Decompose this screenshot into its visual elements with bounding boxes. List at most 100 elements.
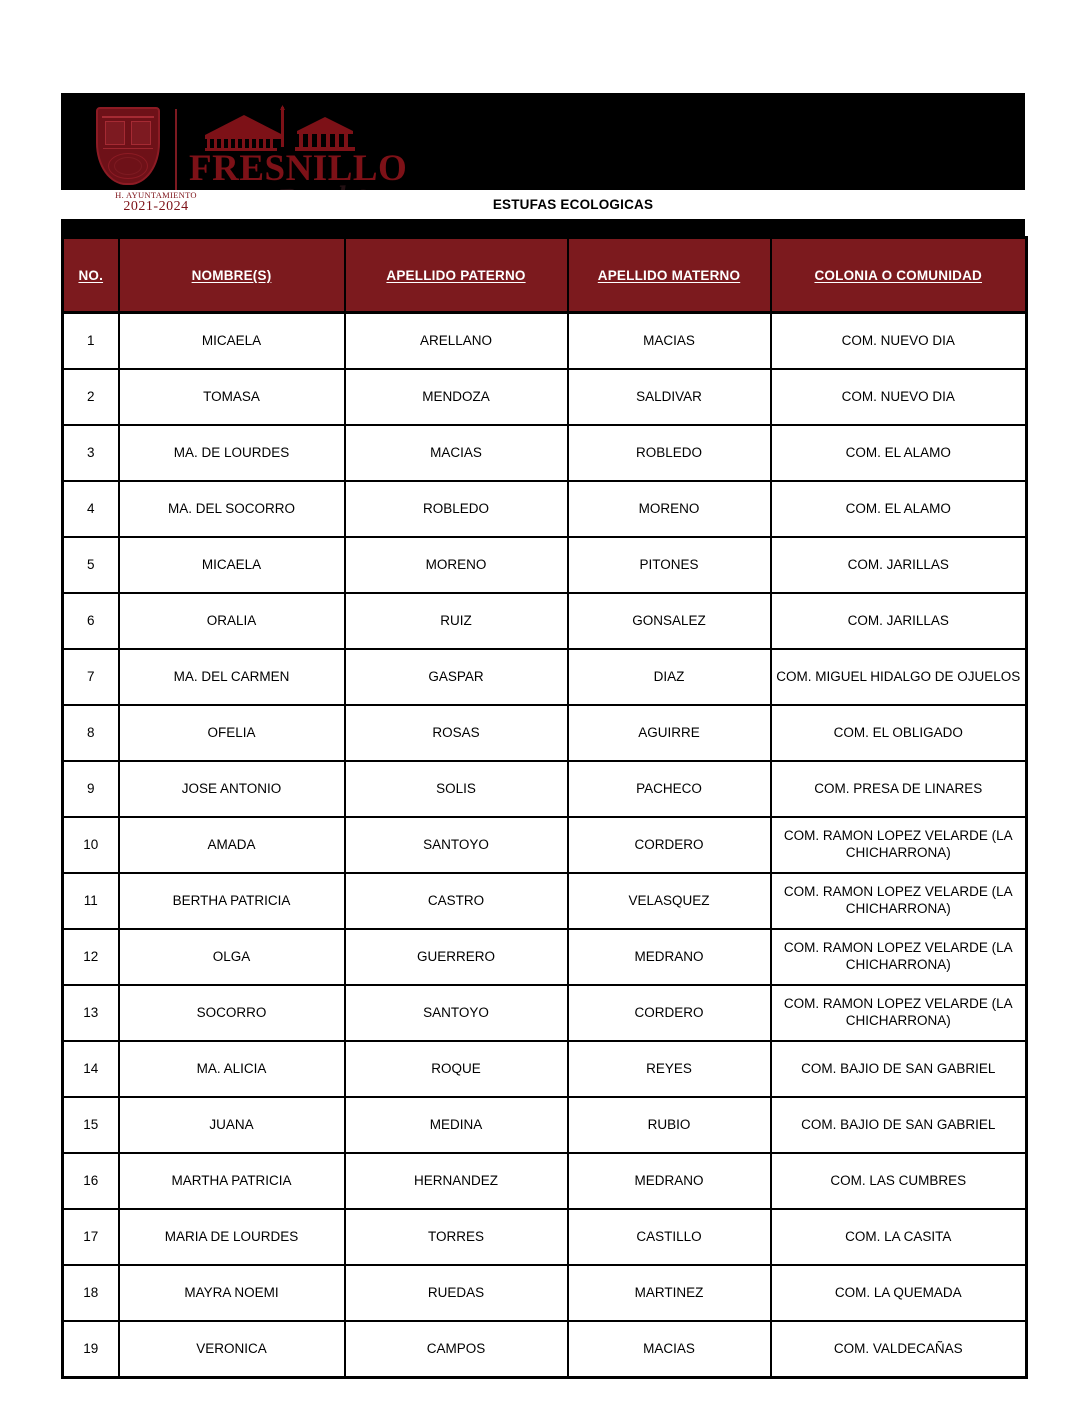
table-row: 5 MICAELA MORENO PITONES COM. JARILLAS [61, 536, 1028, 594]
table-row: 8 OFELIA ROSAS AGUIRRE COM. EL OBLIGADO [61, 704, 1028, 762]
table-row: 14 MA. ALICIA ROQUE REYES COM. BAJIO DE SAN … [61, 1040, 1028, 1098]
cell-colonia: COM. LAS CUMBRES [769, 1152, 1028, 1210]
cell-materno: CASTILLO [566, 1208, 772, 1266]
cell-no: 1 [61, 311, 120, 370]
table-row: 17 MARIA DE LOURDES TORRES CASTILLO COM. LA … [61, 1208, 1028, 1266]
table-row: 4 MA. DEL SOCORRO ROBLEDO MORENO COM. EL ALA… [61, 480, 1028, 538]
cell-colonia: COM. RAMON LOPEZ VELARDE (LA CHICHARRONA… [769, 928, 1028, 986]
cell-colonia: COM. LA CASITA [769, 1208, 1028, 1266]
shield-motto-line [103, 148, 153, 149]
cell-no: 7 [61, 648, 120, 706]
cell-nombres: OLGA [117, 928, 346, 986]
table-row: 1 MICAELA ARELLANO MACIAS COM. NUEVO DIA [61, 311, 1028, 370]
cell-no: 3 [61, 424, 120, 482]
cell-paterno: MACIAS [343, 424, 569, 482]
brand-wordmark: FRESNILLO Tiene Rumbo [189, 105, 407, 216]
cell-no: 6 [61, 592, 120, 650]
cell-materno: CORDERO [566, 816, 772, 874]
shield-coat-of-arms-icon [96, 107, 160, 185]
cell-materno: MACIAS [566, 311, 772, 370]
table-row: 12 OLGA GUERRERO MEDRANO COM. RAMON LOPEZ VE… [61, 928, 1028, 986]
cell-nombres: MA. DE LOURDES [117, 424, 346, 482]
table-row: 18 MAYRA NOEMI RUEDAS MARTINEZ COM. LA QUEMA… [61, 1264, 1028, 1322]
cell-nombres: TOMASA [117, 368, 346, 426]
cell-no: 5 [61, 536, 120, 594]
cell-colonia: COM. EL ALAMO [769, 424, 1028, 482]
cell-paterno: SANTOYO [343, 984, 569, 1042]
table-row: 13 SOCORRO SANTOYO CORDERO COM. RAMON LOPEZ … [61, 984, 1028, 1042]
administration-line-2: 2021-2024 [123, 198, 189, 214]
cell-no: 18 [61, 1264, 120, 1322]
table-row: 3 MA. DE LOURDES MACIAS ROBLEDO COM. EL ALAM… [61, 424, 1028, 482]
cell-nombres: MICAELA [117, 536, 346, 594]
column-header-no: NO. [61, 236, 120, 314]
cell-colonia: COM. JARILLAS [769, 536, 1028, 594]
column-header-apellido-paterno: APELLIDO PATERNO [343, 236, 569, 314]
cell-paterno: MORENO [343, 536, 569, 594]
cell-materno: MACIAS [566, 1320, 772, 1379]
cell-nombres: MARIA DE LOURDES [117, 1208, 346, 1266]
cell-no: 10 [61, 816, 120, 874]
cell-colonia: COM. PRESA DE LINARES [769, 760, 1028, 818]
cell-paterno: MEDINA [343, 1096, 569, 1154]
column-header-nombres: NOMBRE(S) [117, 236, 346, 314]
logo-zone: FRESNILLO Tiene Rumbo [61, 93, 407, 218]
table-row: 7 MA. DEL CARMEN GASPAR DIAZ COM. MIGUEL HID… [61, 648, 1028, 706]
cell-no: 11 [61, 872, 120, 930]
cell-no: 13 [61, 984, 120, 1042]
table-body: 1 MICAELA ARELLANO MACIAS COM. NUEVO DIA 2 TOM… [61, 311, 1028, 1379]
cell-no: 8 [61, 704, 120, 762]
cell-no: 15 [61, 1096, 120, 1154]
cell-materno: ROBLEDO [566, 424, 772, 482]
table-row: 2 TOMASA MENDOZA SALDIVAR COM. NUEVO DIA [61, 368, 1028, 426]
table-row: 11 BERTHA PATRICIA CASTRO VELASQUEZ COM. RAM… [61, 872, 1028, 930]
cell-paterno: RUEDAS [343, 1264, 569, 1322]
cell-nombres: MAYRA NOEMI [117, 1264, 346, 1322]
cell-no: 4 [61, 480, 120, 538]
cell-materno: REYES [566, 1040, 772, 1098]
cell-paterno: RUIZ [343, 592, 569, 650]
cell-materno: VELASQUEZ [566, 872, 772, 930]
table-row: 6 ORALIA RUIZ GONSALEZ COM. JARILLAS [61, 592, 1028, 650]
cell-materno: DIAZ [566, 648, 772, 706]
title-band: H. AYUNTAMIENTO 2021-2024 ESTUFAS ECOLOG… [61, 190, 1025, 219]
cell-paterno: HERNANDEZ [343, 1152, 569, 1210]
beneficiaries-table: NO. NOMBRE(S) APELLIDO PATERNO APELLIDO … [61, 236, 1028, 1379]
cell-nombres: BERTHA PATRICIA [117, 872, 346, 930]
shield-wreath-inner [114, 157, 142, 175]
cell-colonia: COM. BAJIO DE SAN GABRIEL [769, 1040, 1028, 1098]
cell-no: 14 [61, 1040, 120, 1098]
cell-paterno: GASPAR [343, 648, 569, 706]
cell-nombres: MA. DEL SOCORRO [117, 480, 346, 538]
cell-nombres: MICAELA [117, 311, 346, 370]
cell-materno: SALDIVAR [566, 368, 772, 426]
shield-chief-band [102, 116, 154, 118]
masthead-bottom-strip [61, 219, 1025, 236]
logo-divider [175, 109, 177, 197]
cell-colonia: COM. MIGUEL HIDALGO DE OJUELOS [769, 648, 1028, 706]
cell-materno: MARTINEZ [566, 1264, 772, 1322]
cell-materno: RUBIO [566, 1096, 772, 1154]
cell-materno: MORENO [566, 480, 772, 538]
administration-label: H. AYUNTAMIENTO 2021-2024 [91, 191, 221, 215]
administration-line-1: H. AYUNTAMIENTO [115, 190, 197, 200]
cell-no: 16 [61, 1152, 120, 1210]
cell-paterno: TORRES [343, 1208, 569, 1266]
cell-colonia: COM. VALDECAÑAS [769, 1320, 1028, 1379]
cell-nombres: AMADA [117, 816, 346, 874]
cell-nombres: MARTHA PATRICIA [117, 1152, 346, 1210]
cell-colonia: COM. JARILLAS [769, 592, 1028, 650]
cell-nombres: SOCORRO [117, 984, 346, 1042]
cell-materno: PACHECO [566, 760, 772, 818]
table-row: 15 JUANA MEDINA RUBIO COM. BAJIO DE SAN GABR… [61, 1096, 1028, 1154]
shield-quadrant-right [131, 121, 151, 145]
cell-no: 2 [61, 368, 120, 426]
cell-nombres: VERONICA [117, 1320, 346, 1379]
table-row: 19 VERONICA CAMPOS MACIAS COM. VALDECAÑAS [61, 1320, 1028, 1379]
table-row: 10 AMADA SANTOYO CORDERO COM. RAMON LOPEZ VE… [61, 816, 1028, 874]
cell-materno: AGUIRRE [566, 704, 772, 762]
cell-colonia: COM. RAMON LOPEZ VELARDE (LA CHICHARRONA… [769, 872, 1028, 930]
table-header-row: NO. NOMBRE(S) APELLIDO PATERNO APELLIDO … [61, 236, 1028, 314]
cell-paterno: ROQUE [343, 1040, 569, 1098]
